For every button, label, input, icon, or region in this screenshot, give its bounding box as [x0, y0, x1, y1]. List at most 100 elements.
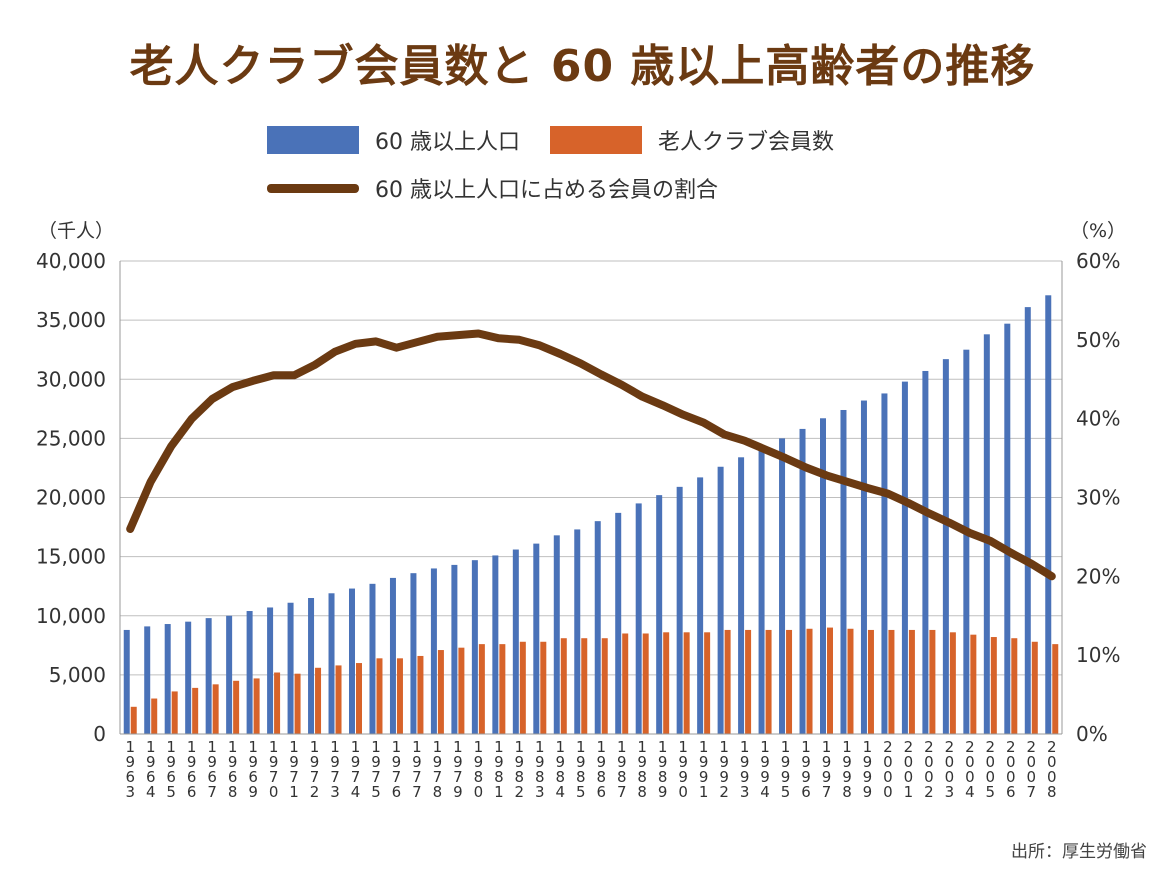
x-tick-label: 1 — [576, 738, 586, 756]
x-tick-label: 1 — [596, 738, 606, 756]
x-tick-label: 9 — [125, 753, 135, 771]
legend-item-ratio: 60 歳以上人口に占める会員の割合 — [267, 172, 718, 204]
bar-members — [171, 691, 178, 734]
x-tick-label: 9 — [289, 753, 299, 771]
bar-members — [888, 629, 895, 734]
bar-members — [560, 638, 567, 734]
y-right-tick-label: 60% — [1076, 249, 1120, 273]
x-tick-label: 2 — [1047, 738, 1057, 756]
x-tick-label: 0 — [965, 768, 975, 786]
x-tick-label: 0 — [945, 753, 955, 771]
x-tick-label: 0 — [474, 783, 484, 801]
x-tick-label: 4 — [965, 783, 975, 801]
x-tick-label: 0 — [986, 753, 996, 771]
x-tick-label: 1 — [453, 738, 463, 756]
x-tick-label: 7 — [371, 768, 381, 786]
bar-members — [499, 644, 506, 734]
y-left-tick-label: 15,000 — [36, 545, 106, 569]
y-left-tick-label: 25,000 — [36, 426, 106, 450]
x-tick-label: 1 — [740, 738, 750, 756]
bar-population — [205, 618, 212, 734]
bar-members — [151, 698, 158, 734]
x-tick-label: 9 — [801, 768, 811, 786]
x-tick-label: 9 — [842, 768, 852, 786]
x-tick-label: 9 — [863, 783, 873, 801]
x-tick-label: 9 — [248, 783, 258, 801]
y-left-tick-label: 0 — [93, 722, 106, 746]
x-tick-label: 9 — [330, 753, 340, 771]
bar-members — [1031, 641, 1038, 734]
x-tick-label: 1 — [371, 738, 381, 756]
x-tick-label: 1 — [392, 738, 402, 756]
bar-members — [581, 638, 588, 734]
x-tick-label: 9 — [146, 753, 156, 771]
x-tick-label: 1 — [535, 738, 545, 756]
x-tick-label: 7 — [412, 768, 422, 786]
bar-population — [717, 466, 724, 734]
x-tick-label: 7 — [207, 783, 217, 801]
bar-members — [294, 673, 301, 734]
bar-members — [908, 629, 915, 734]
x-tick-label: 8 — [637, 768, 647, 786]
x-tick-label: 9 — [699, 768, 709, 786]
right-axis-unit: （%） — [1070, 220, 1127, 242]
x-tick-label: 9 — [658, 783, 668, 801]
bar-population — [922, 370, 929, 734]
x-tick-label: 3 — [330, 783, 340, 801]
y-left-tick-label: 40,000 — [36, 249, 106, 273]
x-tick-label: 0 — [1027, 768, 1037, 786]
x-tick-label: 9 — [801, 753, 811, 771]
x-tick-label: 8 — [228, 783, 238, 801]
x-tick-label: 5 — [576, 783, 586, 801]
x-tick-label: 9 — [412, 753, 422, 771]
x-tick-label: 9 — [228, 753, 238, 771]
x-tick-label: 9 — [822, 753, 832, 771]
x-tick-label: 2 — [719, 783, 729, 801]
x-tick-label: 7 — [310, 768, 320, 786]
bar-members — [765, 629, 772, 734]
x-tick-label: 9 — [371, 753, 381, 771]
bar-population — [574, 529, 581, 734]
x-tick-label: 8 — [474, 768, 484, 786]
x-tick-label: 1 — [678, 738, 688, 756]
x-tick-label: 9 — [535, 753, 545, 771]
x-tick-label: 1 — [556, 738, 566, 756]
bar-members — [601, 638, 608, 734]
x-tick-label: 2 — [945, 738, 955, 756]
x-tick-label: 0 — [1027, 753, 1037, 771]
x-tick-label: 9 — [433, 753, 443, 771]
x-tick-label: 0 — [1006, 753, 1016, 771]
x-tick-label: 6 — [596, 783, 606, 801]
x-tick-label: 6 — [392, 783, 402, 801]
x-tick-label: 4 — [351, 783, 361, 801]
bar-population — [123, 629, 130, 734]
legend-label-population: 60 歳以上人口 — [375, 130, 520, 155]
x-tick-label: 0 — [678, 783, 688, 801]
x-tick-label: 9 — [863, 753, 873, 771]
x-tick-label: 2 — [986, 738, 996, 756]
bar-population — [430, 568, 437, 734]
x-tick-label: 6 — [248, 768, 258, 786]
x-tick-label: 1 — [637, 738, 647, 756]
x-tick-label: 6 — [187, 768, 197, 786]
x-tick-label: 7 — [822, 783, 832, 801]
x-tick-label: 4 — [760, 783, 770, 801]
bar-members — [437, 650, 444, 734]
bar-members — [315, 667, 322, 734]
bar-members — [847, 628, 854, 734]
x-tick-label: 1 — [412, 738, 422, 756]
x-tick-label: 9 — [453, 783, 463, 801]
x-tick-label: 2 — [965, 738, 975, 756]
bar-population — [840, 409, 847, 734]
x-tick-label: 5 — [166, 783, 176, 801]
x-tick-label: 1 — [310, 738, 320, 756]
bar-members — [990, 637, 997, 734]
x-tick-label: 9 — [166, 753, 176, 771]
x-tick-label: 2 — [1006, 738, 1016, 756]
bar-members — [724, 629, 731, 734]
x-tick-label: 9 — [678, 768, 688, 786]
bar-population — [758, 447, 765, 734]
bar-population — [983, 334, 990, 734]
x-tick-label: 1 — [228, 738, 238, 756]
x-tick-label: 1 — [760, 738, 770, 756]
